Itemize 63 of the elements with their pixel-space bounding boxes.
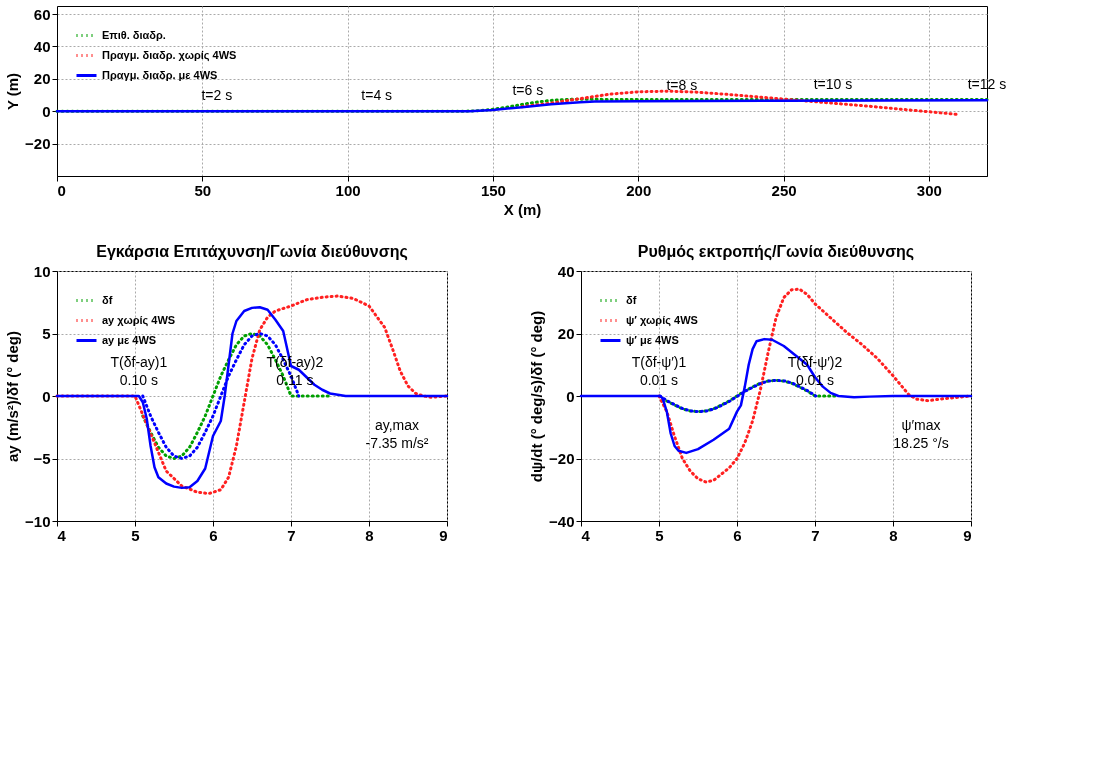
y-tick-label: 0 (42, 102, 51, 120)
x-tick-label: 7 (811, 526, 820, 544)
y-tick-label: 20 (557, 325, 575, 342)
y-tick-label: 0 (566, 387, 575, 405)
x-tick-label: 8 (889, 526, 898, 544)
annotation: t=8 s (666, 76, 698, 93)
x-tick-label: 6 (733, 526, 742, 544)
annotation: ay,max (374, 417, 420, 433)
annotation: 18.25 °/s (893, 435, 949, 451)
x-tick-label: 150 (480, 181, 506, 199)
annotation: t=6 s (512, 82, 544, 99)
x-tick-label: 300 (916, 181, 942, 199)
x-tick-label: 7 (287, 526, 296, 544)
y-tick-label: 0 (42, 387, 51, 405)
legend-label: ψ′ χωρίς 4WS (626, 313, 698, 327)
legend-label: ψ′ με 4WS (626, 333, 679, 346)
annotation: t=4 s (361, 87, 393, 104)
x-tick-label: 200 (626, 181, 652, 199)
y-tick-label: −20 (549, 450, 575, 467)
y-tick-label: 40 (557, 262, 575, 280)
annotation: ψ′max (901, 417, 941, 433)
y-tick-label: 20 (33, 70, 51, 88)
x-tick-label: 0 (57, 181, 66, 199)
legend-label: Επιθ. διαδρ. (102, 28, 166, 41)
y-tick-label: −5 (33, 450, 51, 467)
x-tick-label: 100 (335, 181, 361, 199)
annotation: T(δf-ψ′)1 (631, 354, 687, 370)
annotation: t=10 s (813, 76, 853, 93)
x-axis-title: X (m) (503, 200, 542, 218)
y-tick-label: −40 (549, 512, 575, 530)
x-tick-label: 9 (963, 526, 972, 544)
annotation: 0.01 s (639, 372, 679, 388)
y-tick-label: −20 (25, 135, 51, 153)
x-tick-label: 250 (771, 181, 797, 199)
chart-title: Εγκάρσια Επιτάχυνση/Γωνία διεύθυνσης (96, 243, 408, 261)
y-tick-label: 10 (33, 262, 51, 280)
legend-label: δf (102, 293, 113, 306)
y-tick-label: −10 (25, 512, 51, 530)
line-series (579, 337, 973, 455)
legend-label: Πραγμ. διαδρ. με 4WS (102, 68, 218, 81)
x-tick-label: 5 (655, 526, 664, 544)
y-axis-title: dψ/dt (° deg/s)/δf (° deg) (528, 310, 546, 483)
legend-label: δf (626, 293, 637, 306)
y-tick-label: 5 (42, 325, 51, 342)
x-tick-label: 8 (365, 526, 374, 544)
annotation: -7.35 m/s² (365, 435, 429, 451)
x-tick-label: 6 (209, 526, 218, 544)
legend-label: ay με 4WS (102, 333, 157, 346)
y-axis-title: Y (m) (4, 72, 22, 111)
x-tick-label: 50 (194, 181, 212, 199)
y-tick-label: 60 (33, 5, 51, 23)
y-axis-title: ay (m/s²)/δf (° deg) (4, 331, 22, 462)
chart-title: Ρυθμός εκτροπής/Γωνία διεύθυνσης (637, 243, 915, 261)
legend-label: ay χωρίς 4WS (102, 313, 176, 327)
x-tick-label: 9 (439, 526, 448, 544)
annotation: t=2 s (201, 87, 233, 104)
x-tick-label: 4 (57, 526, 67, 544)
legend-label: Πραγμ. διαδρ. χωρίς 4WS (102, 48, 237, 62)
y-tick-label: 40 (33, 37, 51, 55)
annotation: T(δf-ay)1 (110, 354, 168, 370)
x-tick-label: 5 (131, 526, 140, 544)
x-tick-label: 4 (581, 526, 591, 544)
annotation: 0.10 s (119, 372, 158, 388)
